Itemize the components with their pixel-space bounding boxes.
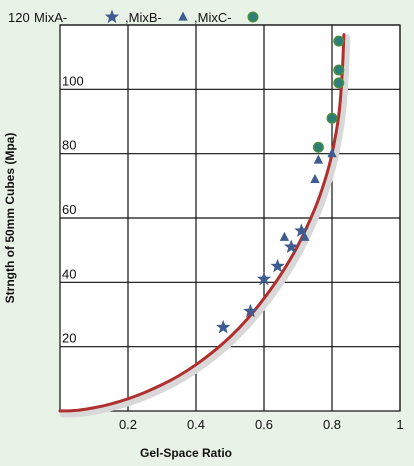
data-points	[216, 35, 345, 334]
fit-curve	[58, 33, 346, 413]
grid	[59, 24, 401, 412]
legend-label: ,MixB-	[125, 10, 162, 25]
data-point-circle	[333, 77, 345, 89]
y-tick-label: 40	[62, 266, 76, 281]
data-point-star	[294, 223, 309, 237]
x-tick-label: 0.4	[187, 417, 205, 432]
data-point-circle	[333, 64, 345, 76]
data-point-circle	[326, 112, 338, 124]
x-tick-label: 0.8	[323, 417, 341, 432]
x-tick-label: 0.2	[119, 417, 137, 432]
legend-marker-circle	[247, 11, 259, 23]
data-point-triangle	[313, 154, 324, 164]
data-point-star	[216, 319, 231, 334]
x-axis-title: Gel-Space Ratio	[140, 446, 232, 460]
y-tick-label: 80	[62, 138, 76, 153]
y-tick-label: 20	[62, 331, 76, 346]
data-point-triangle	[279, 231, 290, 241]
data-point-triangle	[327, 148, 337, 158]
data-point-circle	[312, 141, 324, 153]
y-axis-title: Strngth of 50mm Cubes (Mpa)	[3, 133, 17, 304]
legend-marker-triangle	[178, 11, 188, 21]
data-point-star	[270, 258, 285, 273]
fit-curve-layer	[58, 33, 351, 418]
data-point-star	[256, 271, 272, 286]
plot-border	[59, 24, 401, 412]
legend-label: MixA-	[34, 10, 67, 25]
legend: MixA- ,MixB- ,MixC-	[34, 9, 259, 25]
y-tick-label: 100	[62, 73, 84, 88]
y-tick-label: 60	[62, 202, 76, 217]
data-point-star	[243, 303, 258, 318]
x-tick-label: 0.6	[255, 417, 273, 432]
data-point-triangle	[300, 231, 310, 241]
data-point-circle	[333, 35, 345, 47]
x-tick-label: 1	[396, 417, 403, 432]
fit-curve-shadow	[59, 34, 351, 418]
legend-marker-star	[104, 9, 120, 24]
y-tick-label: 120	[8, 10, 30, 25]
data-point-star	[284, 239, 299, 254]
legend-label: ,MixC-	[194, 10, 232, 25]
data-point-triangle	[310, 173, 320, 183]
